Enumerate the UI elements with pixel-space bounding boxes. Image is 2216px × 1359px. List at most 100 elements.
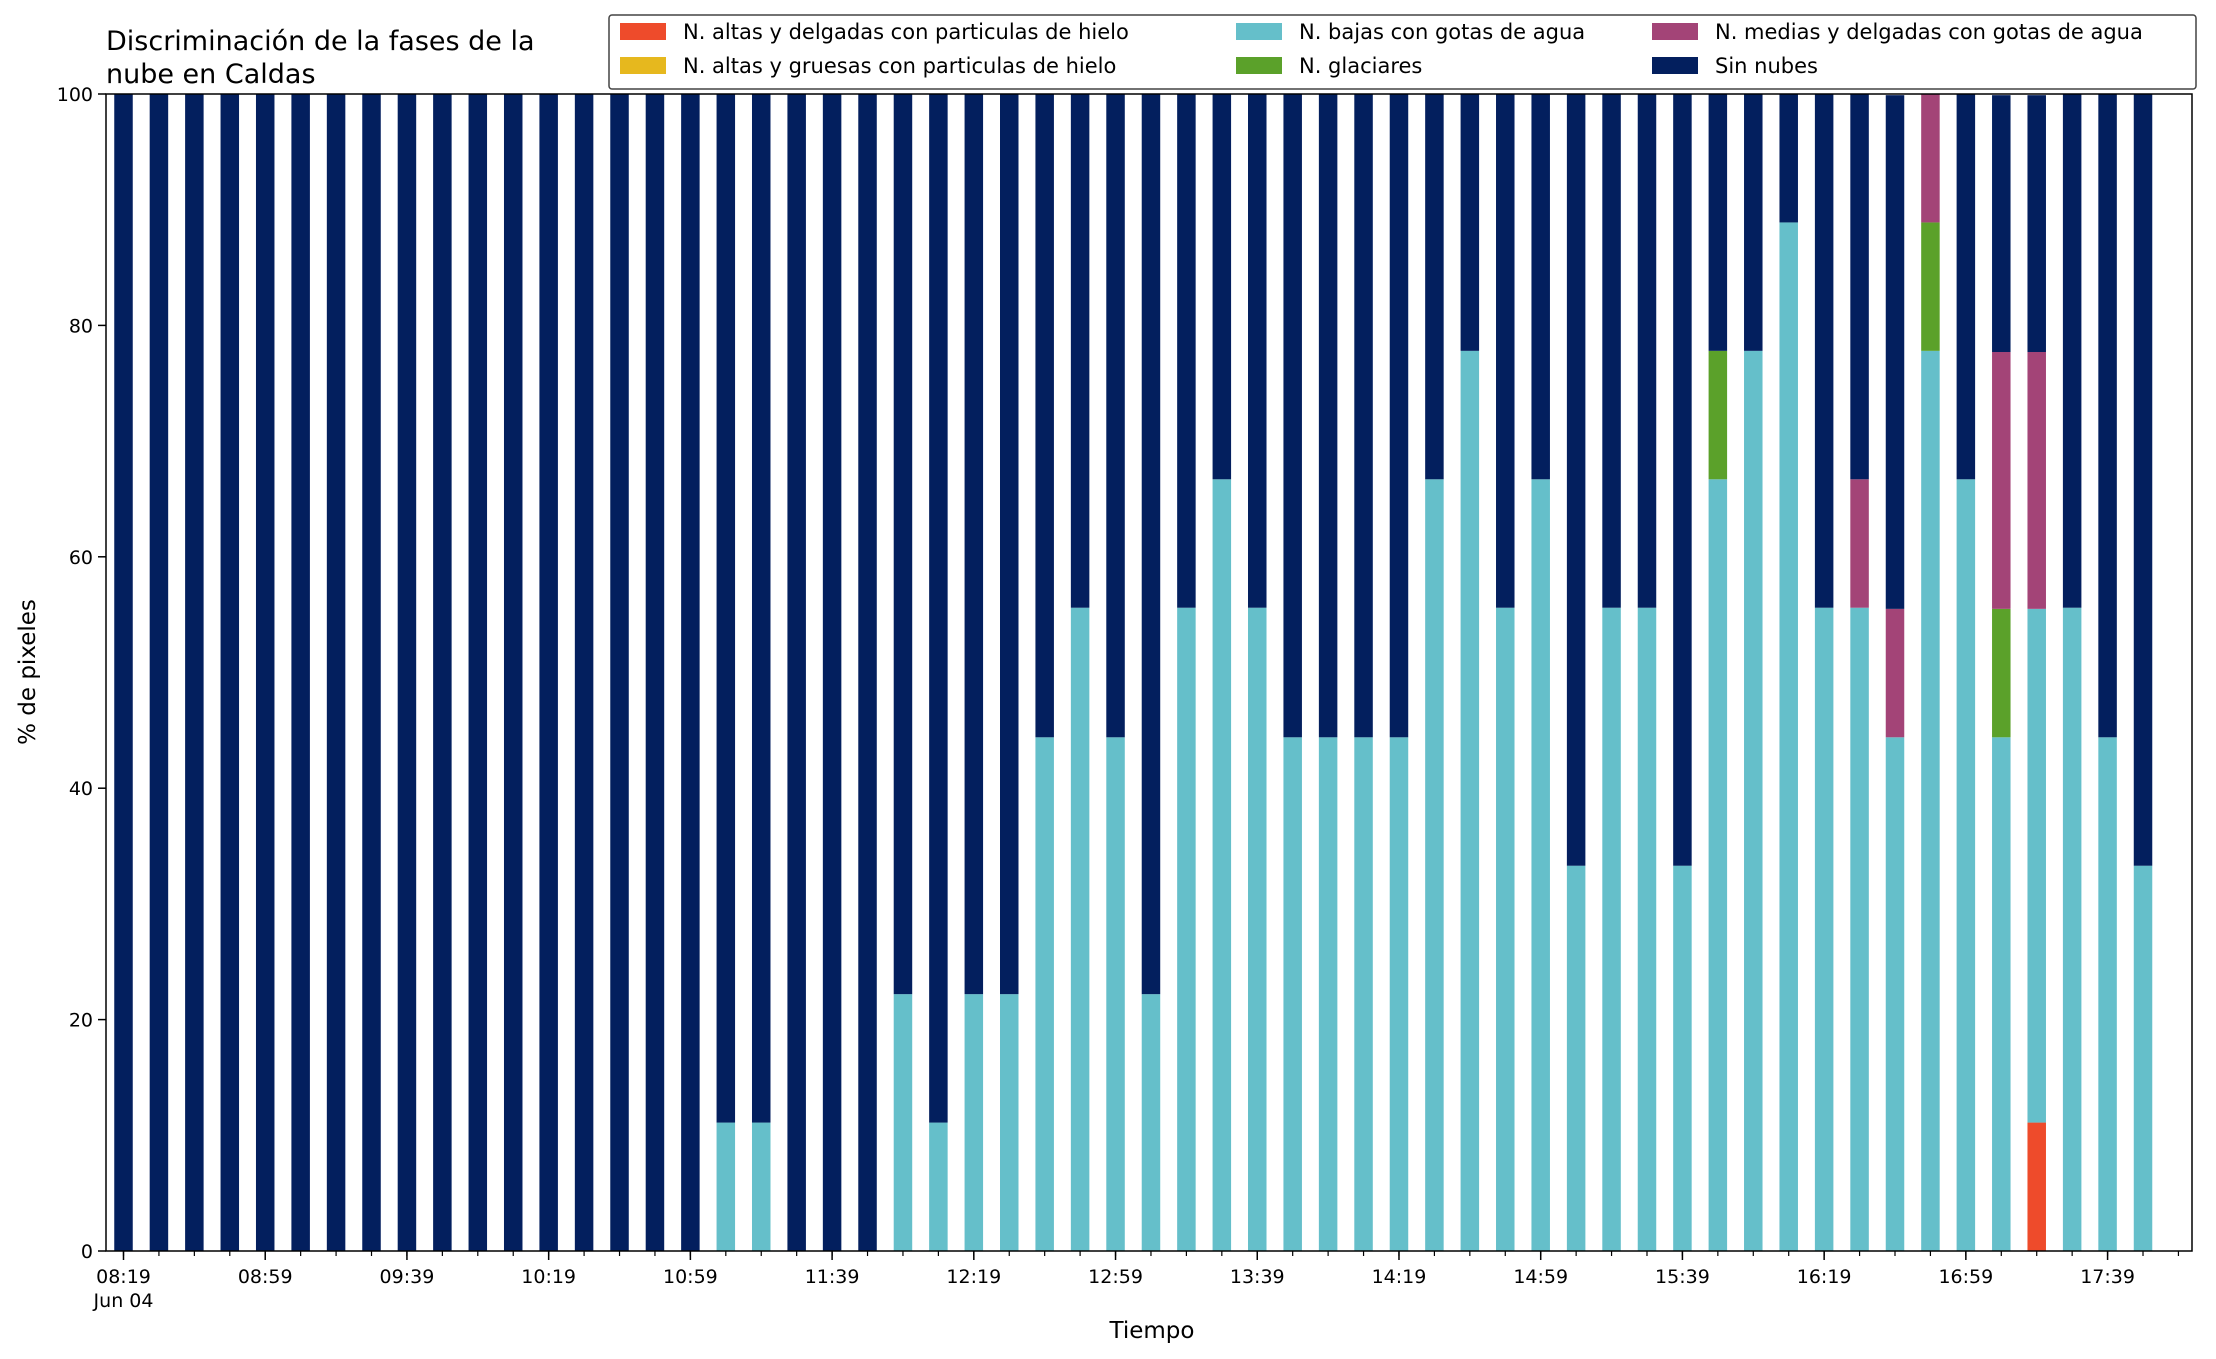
bar-segment (1496, 94, 1515, 608)
bar-segment (1070, 607, 1090, 1251)
bar-segment (1389, 737, 1409, 1251)
bar-segment (1460, 94, 1480, 351)
bar-segment (1602, 94, 1621, 608)
y-tick-label: 100 (57, 84, 93, 106)
bar-segment (1992, 352, 2011, 609)
chart-title-line-1: Discriminación de la fases de la (106, 26, 535, 57)
bar-segment (1850, 94, 1869, 480)
bar-segment (1177, 94, 1196, 608)
bar-segment (1992, 737, 2011, 1251)
bar-segment (149, 94, 169, 1251)
bar-segment (1673, 94, 1692, 866)
x-tick-label: 14:59 (1513, 1266, 1568, 1288)
bar-segment (2098, 94, 2117, 738)
legend-swatch (620, 57, 666, 74)
x-tick-label: 14:19 (1372, 1266, 1427, 1288)
bar-segment (503, 94, 523, 1251)
bar-segment (255, 94, 275, 1251)
bar-segment (1992, 95, 2011, 353)
bar-segment (114, 94, 133, 1251)
bar-segment (1956, 479, 1976, 1251)
x-tick-label: 16:59 (1938, 1266, 1993, 1288)
bar-segment (1354, 737, 1373, 1251)
bar-segment (1212, 94, 1232, 480)
chart-legend: N. altas y delgadas con particulas de hi… (608, 14, 2197, 90)
bar-segment (1070, 94, 1090, 608)
bar-segment (1212, 479, 1232, 1251)
bar-segment (1106, 94, 1125, 738)
bar-segment (1425, 479, 1444, 1251)
bar-segment (1744, 350, 1763, 1252)
bar-segment (1460, 350, 1480, 1252)
bar-segment (1318, 737, 1338, 1251)
bar-segment (645, 94, 665, 1251)
bar-segment (1000, 994, 1019, 1251)
bar-segment (1885, 95, 1905, 609)
bar-segment (2098, 737, 2117, 1251)
bar-segment (2062, 607, 2082, 1251)
bar-segment (1496, 607, 1515, 1251)
bar-segment (2027, 352, 2046, 609)
x-tick-label: 15:39 (1655, 1266, 1710, 1288)
bar-segment (1035, 94, 1054, 738)
y-axis-label: % de pixeles (15, 599, 41, 745)
bar-segment (1779, 222, 1798, 1252)
bar-segment (1141, 994, 1161, 1251)
bar-segment (1708, 350, 1728, 480)
x-tick-label: 09:39 (380, 1266, 435, 1288)
bar-segment (610, 94, 629, 1251)
bar-segment (787, 94, 806, 1251)
x-tick-label: 08:19 (96, 1266, 151, 1288)
bar-segment (964, 94, 984, 995)
bar-segment (1637, 94, 1657, 608)
bar-segment (1106, 737, 1125, 1251)
bar-segment (2027, 608, 2046, 1123)
legend-swatch (1652, 57, 1698, 74)
bar-segment (1708, 479, 1728, 1251)
legend-swatch (620, 23, 666, 40)
bar-segment (1992, 608, 2011, 738)
bar-segment (1141, 94, 1161, 995)
legend-swatch (1236, 23, 1282, 40)
bar-segment (1956, 94, 1976, 480)
bar-segment (2027, 95, 2046, 353)
bar-segment (1248, 94, 1267, 608)
bar-segment (858, 94, 877, 1251)
bar-segment (1779, 94, 1798, 223)
legend-items: N. altas y delgadas con particulas de hi… (620, 20, 2143, 78)
plot-frame (105, 93, 2193, 1252)
bar-segment (2062, 94, 2082, 608)
bar-segment (1000, 94, 1019, 995)
bar-segment (1531, 479, 1550, 1251)
x-tick-label: 12:59 (1088, 1266, 1143, 1288)
bar-segment (716, 94, 736, 1123)
bar-segment (1637, 607, 1657, 1251)
bar-segment (1744, 94, 1763, 351)
bar-segment (1885, 608, 1905, 738)
bar-segment (2027, 1122, 2046, 1251)
bar-segment (1035, 737, 1054, 1251)
y-tick-label: 20 (69, 1010, 93, 1032)
bar-segment (1177, 607, 1196, 1251)
bar-segment (1531, 94, 1550, 480)
bar-segment (929, 94, 948, 1123)
bar-segment (362, 94, 381, 1251)
bar-segment (1283, 737, 1302, 1251)
bar-segment (2133, 865, 2153, 1251)
y-tick-label: 40 (69, 778, 93, 800)
bar-segment (1389, 94, 1409, 738)
legend-label: N. medias y delgadas con gotas de agua (1715, 20, 2143, 44)
y-tick-label: 0 (81, 1241, 93, 1263)
bar-segment (1318, 94, 1338, 738)
bars-layer (114, 94, 2153, 1252)
bar-segment (574, 94, 594, 1251)
bar-segment (220, 94, 240, 1251)
bar-segment (326, 94, 346, 1251)
bar-segment (1425, 94, 1444, 480)
legend-label: N. altas y delgadas con particulas de hi… (683, 20, 1129, 44)
bar-segment (681, 94, 700, 1251)
bar-segment (1885, 737, 1905, 1251)
y-tick-label: 60 (69, 547, 93, 569)
